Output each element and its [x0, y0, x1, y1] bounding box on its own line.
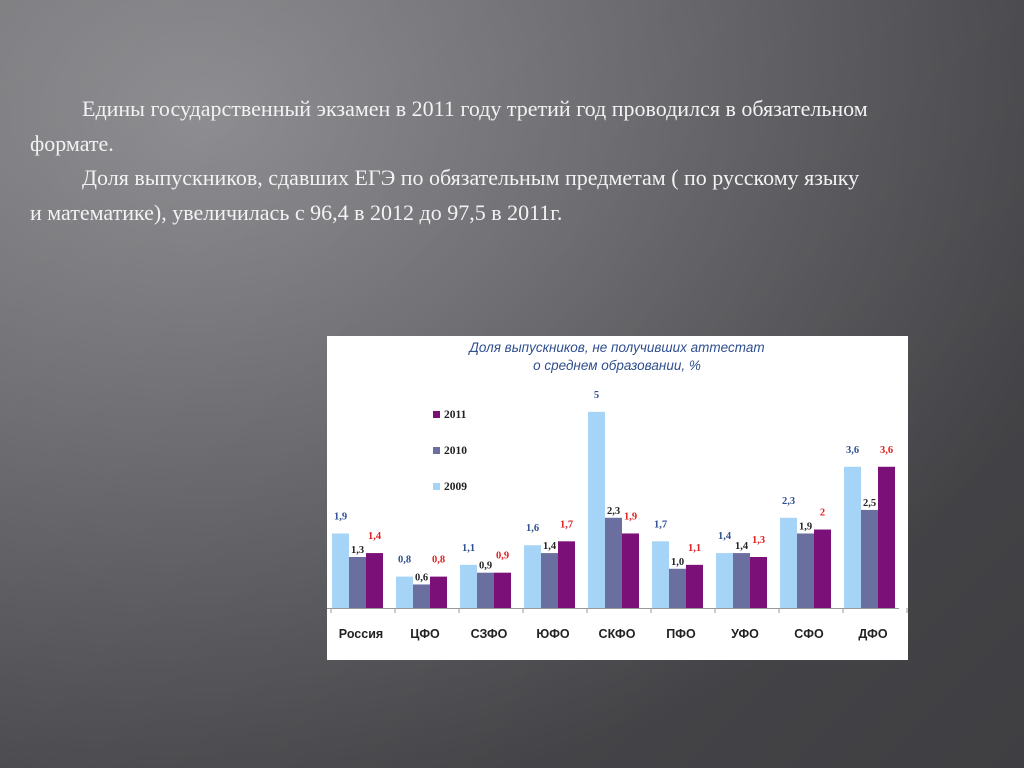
data-label-2009-2: 0,8: [398, 555, 411, 566]
legend-label-2011: 2011: [444, 409, 467, 421]
slide-text: Едины государственный экзамен в 2011 год…: [30, 92, 870, 230]
legend-label-2010: 2010: [444, 445, 467, 457]
data-label-2009-4: 1,6: [526, 523, 539, 534]
data-label-2010-2: 0,6: [415, 572, 428, 583]
bar-2011-1: [366, 553, 383, 608]
data-label-2010-4: 1,4: [543, 541, 557, 552]
category-label-5: СКФО: [599, 627, 636, 641]
legend-label-2009: 2009: [444, 481, 467, 493]
chart-title-line-1: Доля выпускников, не получивших аттестат: [467, 340, 764, 355]
bar-2009-2: [396, 576, 413, 608]
bar-2009-1: [332, 533, 349, 608]
bar-2011-3: [494, 572, 511, 608]
data-label-2009-6: 1,7: [654, 519, 667, 530]
bar-2010-1: [349, 557, 366, 608]
bar-2011-6: [686, 564, 703, 608]
category-label-2: ЦФО: [410, 627, 440, 641]
bar-2009-7: [716, 553, 733, 608]
data-label-2011-1: 1,4: [368, 531, 382, 542]
data-label-2010-8: 1,9: [799, 521, 812, 532]
data-label-2011-6: 1,1: [688, 543, 701, 554]
bar-2011-8: [814, 529, 831, 608]
data-label-2009-1: 1,9: [334, 511, 347, 522]
category-label-3: СЗФО: [471, 627, 508, 641]
category-label-4: ЮФО: [536, 627, 570, 641]
data-label-2010-9: 2,5: [863, 498, 876, 509]
data-label-2009-9: 3,6: [846, 445, 859, 456]
bar-2011-5: [622, 533, 639, 608]
bar-2011-2: [430, 576, 447, 608]
data-label-2011-5: 1,9: [624, 511, 637, 522]
bar-2011-4: [558, 541, 575, 608]
legend-swatch-2009: [433, 483, 440, 490]
data-label-2011-2: 0,8: [432, 555, 445, 566]
bar-2009-6: [652, 541, 669, 608]
category-label-8: СФО: [794, 627, 824, 641]
bar-2010-2: [413, 584, 430, 608]
data-label-2009-5: 5: [594, 390, 599, 401]
data-label-2010-3: 0,9: [479, 561, 492, 572]
data-label-2010-1: 1,3: [351, 545, 364, 556]
bar-chart: Доля выпускников, не получивших аттестат…: [327, 336, 908, 660]
category-label-7: УФО: [731, 627, 759, 641]
data-label-2011-4: 1,7: [560, 519, 573, 530]
bar-2009-9: [844, 466, 861, 608]
data-label-2011-3: 0,9: [496, 551, 509, 562]
bar-2009-3: [460, 564, 477, 608]
bar-2010-7: [733, 553, 750, 608]
category-label-6: ПФО: [666, 627, 696, 641]
data-label-2010-5: 2,3: [607, 506, 620, 517]
bar-2010-6: [669, 568, 686, 608]
data-label-2009-7: 1,4: [718, 531, 732, 542]
bar-2009-8: [780, 517, 797, 608]
data-label-2010-7: 1,4: [735, 541, 749, 552]
bar-2010-3: [477, 572, 494, 608]
data-label-2009-3: 1,1: [462, 543, 475, 554]
paragraph-1: Едины государственный экзамен в 2011 год…: [30, 96, 868, 156]
data-label-2011-8: 2: [820, 508, 825, 519]
bar-2011-7: [750, 557, 767, 608]
data-label-2011-7: 1,3: [752, 535, 765, 546]
legend-swatch-2011: [433, 411, 440, 418]
category-label-1: Россия: [339, 627, 383, 641]
bar-2011-9: [878, 466, 895, 608]
chart-svg: Доля выпускников, не получивших аттестат…: [327, 340, 908, 641]
data-label-2010-6: 1,0: [671, 557, 684, 568]
bar-2009-5: [588, 411, 605, 608]
data-label-2011-9: 3,6: [880, 445, 893, 456]
bar-2010-8: [797, 533, 814, 608]
bar-2010-9: [861, 509, 878, 608]
category-label-9: ДФО: [858, 627, 887, 641]
data-label-2009-8: 2,3: [782, 496, 795, 507]
chart-title-line-2: о среднем образовании, %: [533, 358, 701, 373]
paragraph-2: Доля выпускников, сдавших ЕГЭ по обязате…: [30, 165, 860, 225]
bar-2010-4: [541, 553, 558, 608]
bar-2009-4: [524, 545, 541, 608]
bar-2010-5: [605, 517, 622, 608]
legend-swatch-2010: [433, 447, 440, 454]
